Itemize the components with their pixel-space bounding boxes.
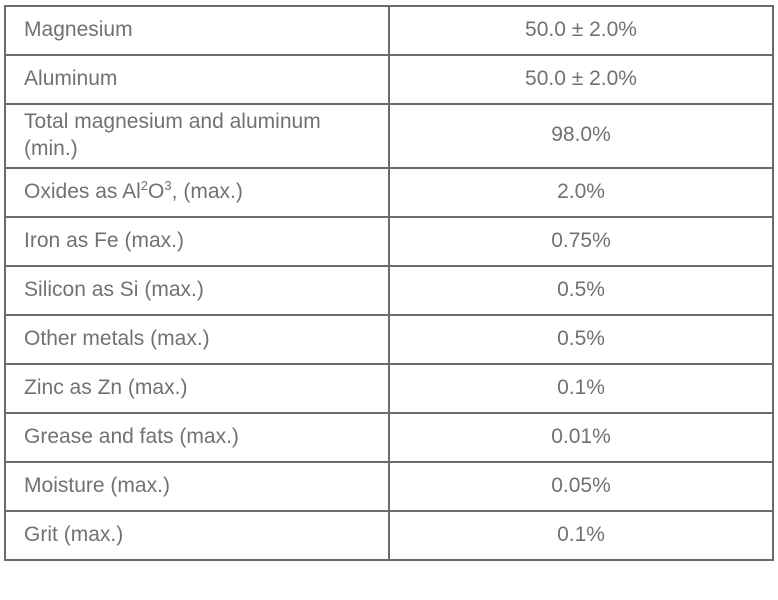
superscript: 2	[140, 177, 149, 193]
spec-label: Total magnesium and aluminum (min.)	[4, 103, 390, 169]
table-row: Total magnesium and aluminum (min.) 98.0%	[4, 103, 774, 169]
spec-value: 50.0 ± 2.0%	[388, 54, 774, 105]
spec-value: 0.05%	[388, 460, 774, 512]
table-row: Iron as Fe (max.) 0.75%	[4, 215, 774, 267]
spec-label: Oxides as Al2O3, (max.)	[4, 166, 390, 218]
table-row: Moisture (max.) 0.05%	[4, 460, 774, 512]
spec-label: Iron as Fe (max.)	[4, 215, 390, 267]
table-row: Zinc as Zn (max.) 0.1%	[4, 362, 774, 414]
spec-table-body: Magnesium 50.0 ± 2.0% Aluminum 50.0 ± 2.0% T…	[4, 5, 774, 561]
spec-value: 98.0%	[388, 103, 774, 169]
spec-value: 50.0 ± 2.0%	[388, 5, 774, 56]
spec-label: Grit (max.)	[4, 509, 390, 561]
superscript: 3	[164, 177, 172, 193]
spec-value: 0.1%	[388, 509, 774, 561]
spec-table-container: Magnesium 50.0 ± 2.0% Aluminum 50.0 ± 2.0% T…	[4, 5, 774, 561]
spec-value: 0.01%	[388, 411, 774, 463]
spec-label: Other metals (max.)	[4, 313, 390, 365]
spec-label: Aluminum	[4, 54, 390, 105]
table-row: Aluminum 50.0 ± 2.0%	[4, 54, 774, 105]
spec-label: Magnesium	[4, 5, 390, 56]
table-row: Oxides as Al2O3, (max.) 2.0%	[4, 166, 774, 218]
spec-value: 0.5%	[388, 313, 774, 365]
table-row: Grit (max.) 0.1%	[4, 509, 774, 561]
spec-value: 0.5%	[388, 264, 774, 316]
spec-label: Silicon as Si (max.)	[4, 264, 390, 316]
spec-label: Grease and fats (max.)	[4, 411, 390, 463]
spec-value: 2.0%	[388, 166, 774, 218]
table-row: Magnesium 50.0 ± 2.0%	[4, 5, 774, 56]
table-row: Other metals (max.) 0.5%	[4, 313, 774, 365]
spec-value: 0.1%	[388, 362, 774, 414]
spec-value: 0.75%	[388, 215, 774, 267]
spec-label: Moisture (max.)	[4, 460, 390, 512]
table-row: Grease and fats (max.) 0.01%	[4, 411, 774, 463]
spec-label: Zinc as Zn (max.)	[4, 362, 390, 414]
spec-table: Magnesium 50.0 ± 2.0% Aluminum 50.0 ± 2.0% T…	[4, 5, 774, 561]
table-row: Silicon as Si (max.) 0.5%	[4, 264, 774, 316]
